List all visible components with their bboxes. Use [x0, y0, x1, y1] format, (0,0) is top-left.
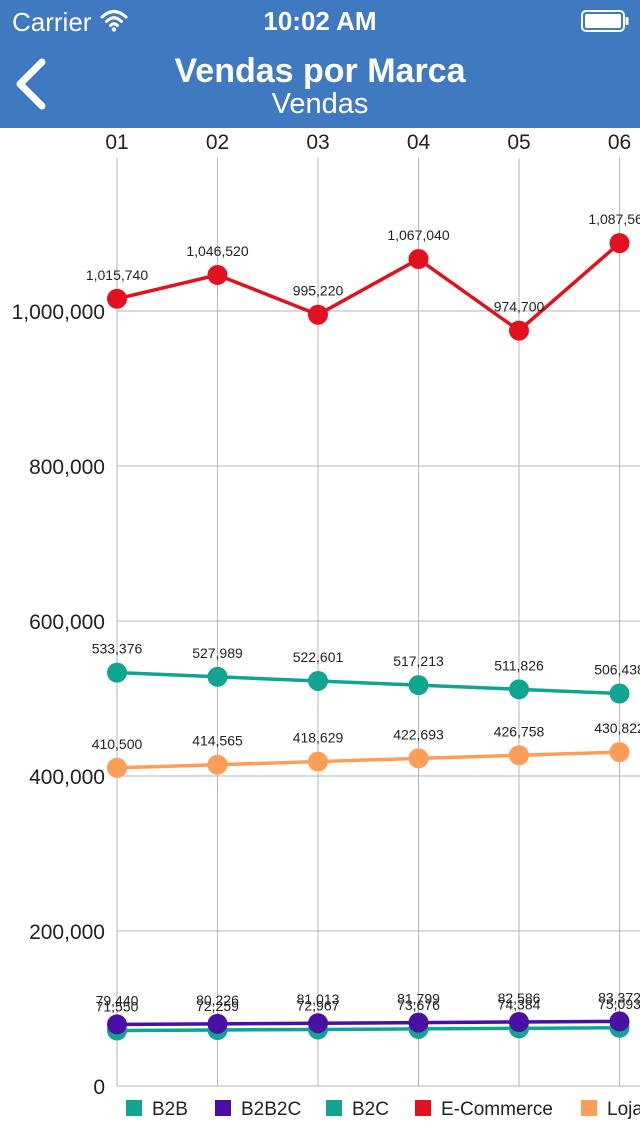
data-point [308, 751, 328, 772]
data-point [609, 742, 630, 763]
y-tick-label: 600,000 [29, 611, 105, 634]
data-point [308, 670, 328, 691]
x-tick-label: 03 [306, 131, 329, 154]
data-point [308, 304, 328, 325]
legend-swatch [126, 1100, 142, 1116]
data-label: 72,967 [297, 997, 340, 1013]
data-point [509, 1011, 529, 1032]
data-point [408, 249, 429, 270]
data-point [107, 1014, 127, 1035]
data-label: 974,700 [494, 299, 545, 315]
data-label: 71,550 [96, 999, 139, 1015]
series-line [116, 1019, 620, 1027]
data-label: 72,259 [196, 998, 239, 1014]
legend-label: E-Commerce [441, 1099, 553, 1120]
data-label: 511,826 [494, 657, 544, 673]
data-point [509, 745, 529, 766]
data-point [207, 666, 228, 687]
data-label: 1,015,740 [86, 267, 148, 283]
data-label: 82,586 [498, 990, 541, 1006]
data-label: 410,500 [92, 736, 143, 752]
series-line [116, 670, 620, 696]
legend-label: B2C [352, 1099, 389, 1120]
data-label: 83,372 [598, 989, 640, 1005]
battery-icon [581, 10, 629, 32]
y-tick-label: 0 [93, 1076, 105, 1099]
data-label: 79,440 [96, 992, 139, 1008]
legend-swatch [581, 1100, 597, 1116]
wifi-icon [100, 10, 128, 32]
legend-swatch [415, 1100, 431, 1116]
carrier-name: Carrier [12, 7, 92, 37]
x-tick-label: 06 [608, 131, 631, 154]
data-label: 1,067,040 [387, 227, 449, 243]
page-title: Vendas por Marca [174, 52, 466, 90]
legend-label: B2B2C [241, 1099, 301, 1120]
data-label: 527,989 [192, 645, 243, 661]
legend-swatch [215, 1100, 231, 1116]
data-label: 522,601 [293, 649, 344, 665]
data-label: 533,376 [92, 641, 143, 657]
data-point [408, 1012, 429, 1033]
data-point [207, 264, 228, 285]
data-label: 1,087,560 [588, 211, 640, 227]
legend-label: B2B [152, 1099, 188, 1120]
y-tick-label: 200,000 [29, 921, 105, 944]
data-label: 517,213 [393, 653, 444, 669]
legend-label: Lojas F [607, 1099, 640, 1120]
data-label: 1,046,520 [186, 243, 248, 259]
data-point [509, 320, 529, 341]
data-label: 81,013 [297, 991, 340, 1007]
status-time: 10:02 AM [263, 6, 377, 36]
x-tick-label: 04 [407, 131, 431, 154]
data-point [408, 748, 429, 769]
data-label: 80,226 [196, 992, 239, 1008]
navigation-bar: Vendas por Marca Vendas [0, 40, 640, 128]
x-tick-label: 02 [206, 131, 229, 154]
data-label: 995,220 [293, 283, 344, 299]
x-tick-label: 01 [105, 131, 128, 154]
series-line [116, 750, 620, 770]
data-label: 73,676 [397, 997, 440, 1013]
data-point [609, 683, 630, 704]
data-label: 422,693 [393, 726, 444, 742]
data-point [609, 233, 630, 254]
data-label: 426,758 [494, 723, 545, 739]
data-point [408, 675, 429, 696]
legend-swatch [326, 1100, 342, 1116]
series-line [116, 241, 621, 333]
y-tick-label: 800,000 [29, 456, 105, 479]
data-point [107, 662, 127, 683]
back-chevron-icon[interactable] [6, 54, 56, 114]
data-label: 418,629 [293, 730, 344, 746]
data-point [207, 1013, 228, 1034]
series-line [116, 1026, 620, 1033]
page-subtitle: Vendas [271, 88, 369, 120]
data-point [107, 288, 127, 309]
status-bar: Carrier 10:02 AM [0, 0, 640, 40]
data-label: 430,822 [594, 720, 640, 736]
data-label: 81,799 [397, 991, 440, 1007]
data-label: 74,384 [498, 996, 541, 1012]
x-tick-label: 05 [507, 131, 530, 154]
data-point [509, 679, 529, 700]
data-label: 75,093 [598, 996, 640, 1012]
y-tick-label: 1,000,000 [12, 301, 105, 324]
data-point [207, 754, 228, 775]
line-chart: 01 02 03 04 05 06 0 200,000 400,000 600,000 800,00… [12, 131, 640, 1120]
data-point [308, 1013, 328, 1034]
data-point [107, 757, 127, 778]
y-tick-label: 400,000 [29, 766, 105, 789]
data-point [609, 1011, 630, 1032]
data-label: 506,438 [594, 662, 640, 678]
data-label: 414,565 [192, 733, 243, 749]
